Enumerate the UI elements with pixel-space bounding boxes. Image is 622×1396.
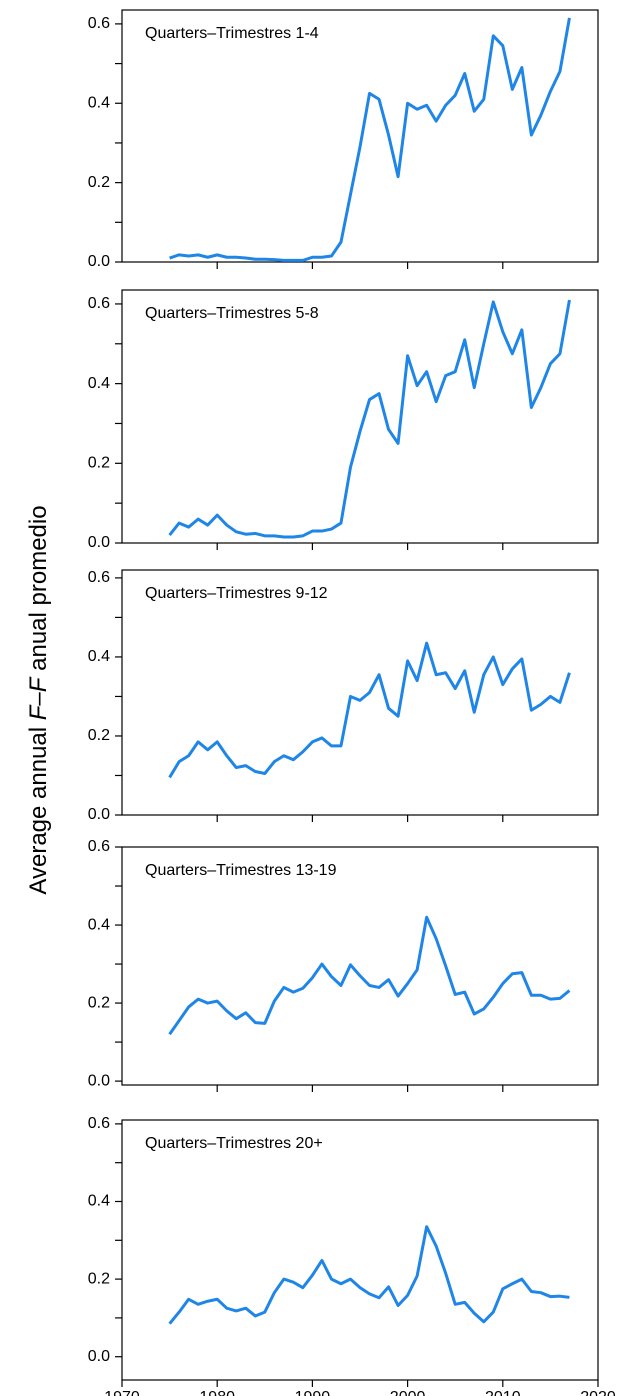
y-tick-label: 0.0 — [88, 1348, 110, 1365]
plot-frame — [121, 569, 599, 816]
y-tick-label: 0.6 — [88, 838, 110, 855]
y-axis-label-part: Average annual — [25, 720, 52, 894]
y-axis-label: Average annual F–F anual promedio — [25, 505, 52, 894]
y-axis-label-part: F — [25, 704, 52, 720]
x-tick-label: 1990 — [295, 1389, 331, 1396]
y-tick-label: 0.0 — [88, 806, 110, 823]
y-tick-label: 0.4 — [88, 375, 110, 392]
y-tick-label: 0.6 — [88, 569, 110, 586]
y-tick-label: 0.2 — [88, 994, 110, 1011]
y-axis-label-part: anual promedio — [25, 505, 52, 677]
y-tick-label: 0.2 — [88, 727, 110, 744]
y-tick-label: 0.0 — [88, 253, 110, 270]
data-line — [168, 641, 571, 779]
x-tick-label: 2000 — [390, 1389, 426, 1396]
plot-frame — [121, 9, 599, 263]
y-tick-label: 0.0 — [88, 1072, 110, 1089]
panel-title: Quarters–Trimestres 20+ — [145, 1135, 323, 1152]
plot-frame — [121, 1119, 599, 1381]
panel-title: Quarters–Trimestres 9-12 — [145, 585, 328, 602]
panel-title: Quarters–Trimestres 5-8 — [145, 305, 319, 322]
panel-title: Quarters–Trimestres 1-4 — [145, 25, 319, 42]
data-line — [168, 299, 571, 539]
data-line — [168, 1225, 570, 1325]
x-tick-label: 2010 — [485, 1389, 521, 1396]
data-line — [168, 915, 571, 1036]
y-tick-label: 0.6 — [88, 15, 110, 32]
y-axis-label-part: – — [25, 692, 52, 706]
y-tick-label: 0.4 — [88, 1193, 110, 1210]
x-tick-label: 2020 — [580, 1389, 616, 1396]
y-tick-label: 0.4 — [88, 94, 110, 111]
y-tick-label: 0.2 — [88, 1270, 110, 1287]
panel-title: Quarters–Trimestres 13-19 — [145, 862, 337, 879]
x-tick-label: 1970 — [104, 1389, 140, 1396]
y-tick-label: 0.6 — [88, 295, 110, 312]
y-tick-label: 0.2 — [88, 455, 110, 472]
y-axis-label-part: F — [25, 676, 52, 692]
plot-frame — [121, 846, 599, 1086]
y-tick-label: 0.2 — [88, 174, 110, 191]
y-tick-label: 0.4 — [88, 648, 110, 665]
y-tick-label: 0.6 — [88, 1115, 110, 1132]
data-line — [169, 17, 571, 262]
y-tick-label: 0.4 — [88, 916, 110, 933]
plot-frame — [121, 289, 599, 544]
x-tick-label: 1980 — [199, 1389, 235, 1396]
y-tick-label: 0.0 — [88, 534, 110, 551]
